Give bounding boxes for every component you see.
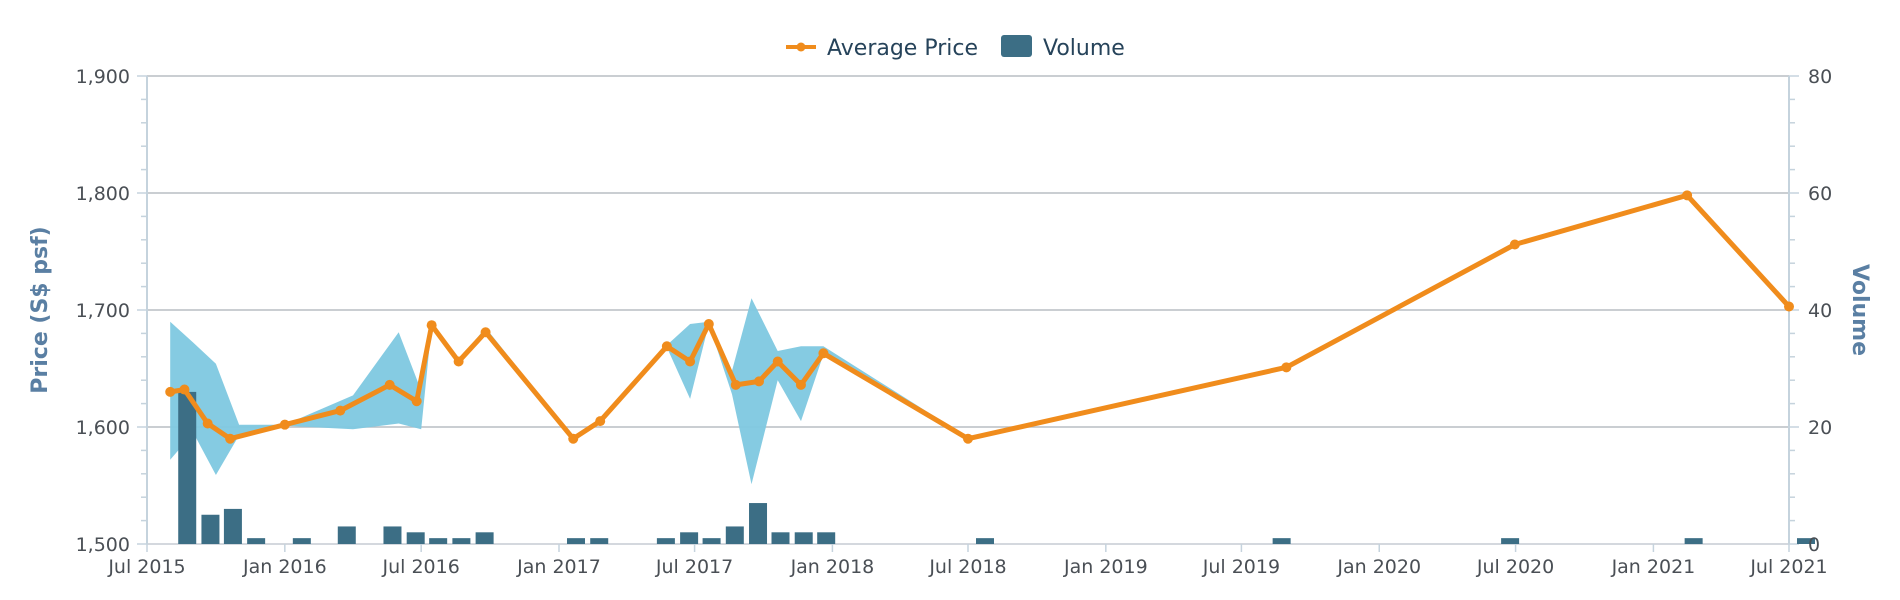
price-range-area-layer xyxy=(170,298,968,485)
legend: Average Price Volume xyxy=(786,35,1125,61)
average-price-point xyxy=(703,319,714,330)
x-axis-tick-label: Jan 2020 xyxy=(1336,556,1421,578)
average-price-point xyxy=(179,384,190,395)
volume-bar xyxy=(771,532,790,544)
average-price-point xyxy=(568,433,579,444)
right-axis-tick-label: 20 xyxy=(1808,417,1832,439)
tick-label-layer: 1,500 1,600 1,700 1,800 1,900 0 20 40 60 80 Jul 20… xyxy=(76,66,1833,578)
average-price-point xyxy=(685,356,696,367)
x-axis-tick-label: Jul 2018 xyxy=(928,556,1006,578)
average-price-point xyxy=(384,379,395,390)
average-price-point xyxy=(426,320,437,331)
volume-bar xyxy=(292,538,311,544)
x-axis-tick-label: Jul 2016 xyxy=(382,556,460,578)
x-axis-tick-label: Jan 2017 xyxy=(516,556,601,578)
x-axis-tick-label: Jul 2017 xyxy=(655,556,733,578)
average-price-point xyxy=(225,433,236,444)
average-price-point xyxy=(772,356,783,367)
x-axis-tick-label: Jul 2020 xyxy=(1476,556,1554,578)
left-axis-tick-label: 1,700 xyxy=(76,300,130,322)
volume-bar xyxy=(1272,538,1291,544)
volume-bar-layer xyxy=(178,391,1815,544)
average-price-point xyxy=(335,405,346,416)
volume-bar xyxy=(1684,538,1703,544)
axis-layer xyxy=(137,75,1799,552)
volume-bar xyxy=(223,508,242,544)
left-axis-tick-label: 1,900 xyxy=(76,66,130,88)
average-price-point xyxy=(730,379,741,390)
average-price-point xyxy=(818,348,829,359)
volume-bar xyxy=(656,538,675,544)
volume-bar xyxy=(247,538,266,544)
volume-bar xyxy=(1501,538,1520,544)
average-price-point xyxy=(1682,190,1693,201)
x-axis-tick-label: Jan 2019 xyxy=(1063,556,1148,578)
average-price-point xyxy=(453,356,464,367)
legend-item-average-price[interactable]: Average Price xyxy=(786,36,978,61)
average-price-point xyxy=(1509,239,1520,250)
x-axis-tick-label: Jul 2019 xyxy=(1202,556,1280,578)
volume-bar xyxy=(794,532,813,544)
x-axis-tick-label: Jan 2016 xyxy=(242,556,327,578)
x-axis-tick-label: Jul 2021 xyxy=(1749,556,1827,578)
right-axis-title: Volume xyxy=(1847,264,1872,356)
volume-bar xyxy=(452,538,471,544)
right-axis-tick-label: 80 xyxy=(1808,66,1832,88)
average-price-point xyxy=(165,386,176,397)
average-price-point xyxy=(963,433,973,444)
x-axis-tick-label: Jan 2018 xyxy=(790,556,875,578)
left-axis-title: Price (S$ psf) xyxy=(28,226,53,393)
volume-bar xyxy=(178,391,197,544)
legend-label-average-price: Average Price xyxy=(827,36,978,61)
legend-marker-swatch xyxy=(796,42,806,52)
volume-bar xyxy=(590,538,609,544)
volume-bar xyxy=(680,532,699,544)
average-price-point xyxy=(661,341,672,352)
volume-bar xyxy=(976,538,994,544)
average-price-point xyxy=(480,327,491,338)
grid-layer xyxy=(147,75,1789,545)
legend-bar-swatch xyxy=(1001,35,1032,57)
volume-bar xyxy=(406,532,425,544)
left-axis-tick-label: 1,800 xyxy=(76,183,130,205)
right-axis-tick-label: 40 xyxy=(1808,300,1832,322)
average-price-point xyxy=(754,376,765,387)
x-axis-tick-label: Jan 2021 xyxy=(1611,556,1696,578)
volume-bar xyxy=(749,503,768,544)
volume-bar xyxy=(337,526,356,544)
average-price-point xyxy=(411,396,422,407)
average-price-line-layer xyxy=(165,190,1794,444)
right-axis-tick-label: 60 xyxy=(1808,183,1832,205)
average-price-point xyxy=(1784,301,1794,312)
left-axis-tick-label: 1,500 xyxy=(76,534,130,556)
legend-item-volume[interactable]: Volume xyxy=(1001,35,1125,61)
x-axis-tick-label: Jul 2015 xyxy=(107,556,185,578)
legend-label-volume: Volume xyxy=(1043,36,1125,61)
volume-bar xyxy=(702,538,721,544)
price-range-area xyxy=(170,298,968,485)
average-price-line xyxy=(167,192,1792,442)
average-price-point xyxy=(279,419,290,430)
volume-bar xyxy=(566,538,585,544)
volume-bar xyxy=(383,526,402,544)
volume-bar xyxy=(725,526,744,544)
average-price-point xyxy=(595,416,606,427)
volume-bar xyxy=(475,532,494,544)
volume-bar xyxy=(817,532,836,544)
volume-bar xyxy=(1797,538,1815,544)
left-axis-tick-label: 1,600 xyxy=(76,417,130,439)
average-price-point xyxy=(1281,362,1292,373)
volume-bar xyxy=(429,538,448,544)
average-price-point xyxy=(795,379,806,390)
average-price-point xyxy=(202,418,213,429)
volume-bar xyxy=(201,514,220,544)
right-axis-tick-label: 0 xyxy=(1808,534,1820,556)
